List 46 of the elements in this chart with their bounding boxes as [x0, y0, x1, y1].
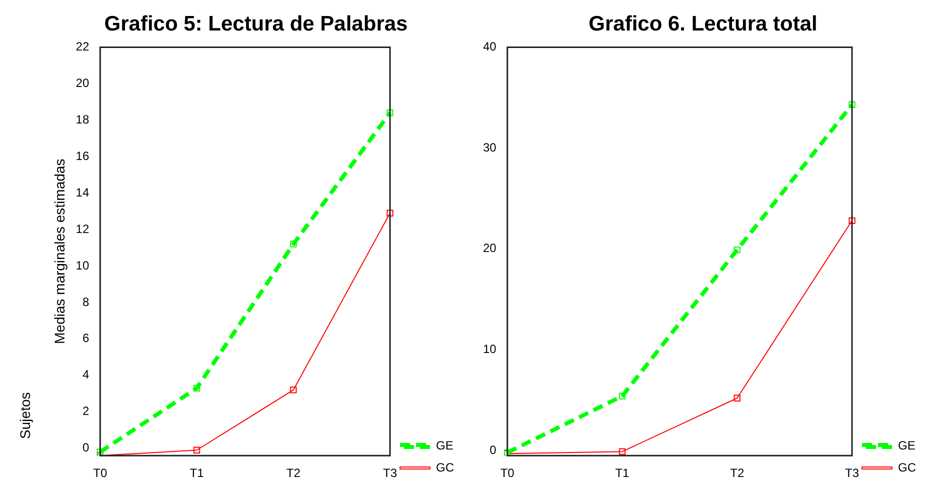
legend-label: GC — [436, 460, 454, 474]
point — [96, 448, 104, 456]
point — [618, 392, 626, 400]
y-tick-label: 16 — [76, 148, 90, 163]
y-axis-title: Medias marginales estimadas — [51, 158, 68, 344]
y-tick-label: 20 — [482, 241, 497, 256]
y-tick-label: 2 — [82, 404, 90, 418]
y-tick-label: 14 — [76, 185, 90, 200]
y-tick-label: 30 — [482, 140, 497, 154]
point — [734, 246, 740, 254]
x-tick-label: T0 — [500, 466, 515, 480]
x-tick-label: T2 — [286, 466, 301, 480]
point — [290, 240, 297, 248]
y-tick-label: 40 — [482, 40, 497, 54]
y-tick-label: 20 — [76, 76, 90, 90]
y-tick-label: 22 — [76, 40, 90, 54]
point — [386, 110, 394, 116]
legend-label: GE — [898, 438, 916, 452]
point — [386, 210, 394, 216]
point — [618, 448, 626, 455]
chart-title: Grafico 5: Lectura de Palabras — [104, 12, 408, 36]
x-tick-label: T2 — [730, 466, 744, 480]
legend-label: GC — [898, 460, 916, 474]
y-tick-label: 18 — [76, 112, 90, 126]
point — [193, 446, 200, 454]
y-tick-label: 10 — [76, 258, 90, 272]
x-tick-label: T3 — [382, 466, 398, 480]
x-tick-label: T1 — [190, 466, 204, 480]
text: Sujetos — [16, 392, 33, 439]
point — [848, 217, 856, 224]
point — [193, 384, 200, 392]
legend-label: GE — [436, 438, 454, 452]
point — [848, 101, 856, 108]
y-tick-label: 0 — [82, 440, 90, 455]
y-tick-label: 0 — [490, 442, 497, 457]
chart-title: Grafico 6. Lectura total — [588, 12, 818, 36]
x-tick-label: T0 — [93, 466, 108, 480]
point — [290, 386, 297, 394]
x-tick-label: T3 — [844, 466, 860, 480]
point — [734, 394, 740, 402]
y-tick-label: 10 — [482, 342, 497, 356]
y-tick-label: 8 — [82, 294, 90, 309]
y-tick-label: 12 — [76, 222, 90, 236]
y-tick-label: 6 — [82, 331, 90, 346]
y-tick-label: 4 — [82, 368, 90, 382]
x-tick-label: T1 — [615, 466, 630, 480]
